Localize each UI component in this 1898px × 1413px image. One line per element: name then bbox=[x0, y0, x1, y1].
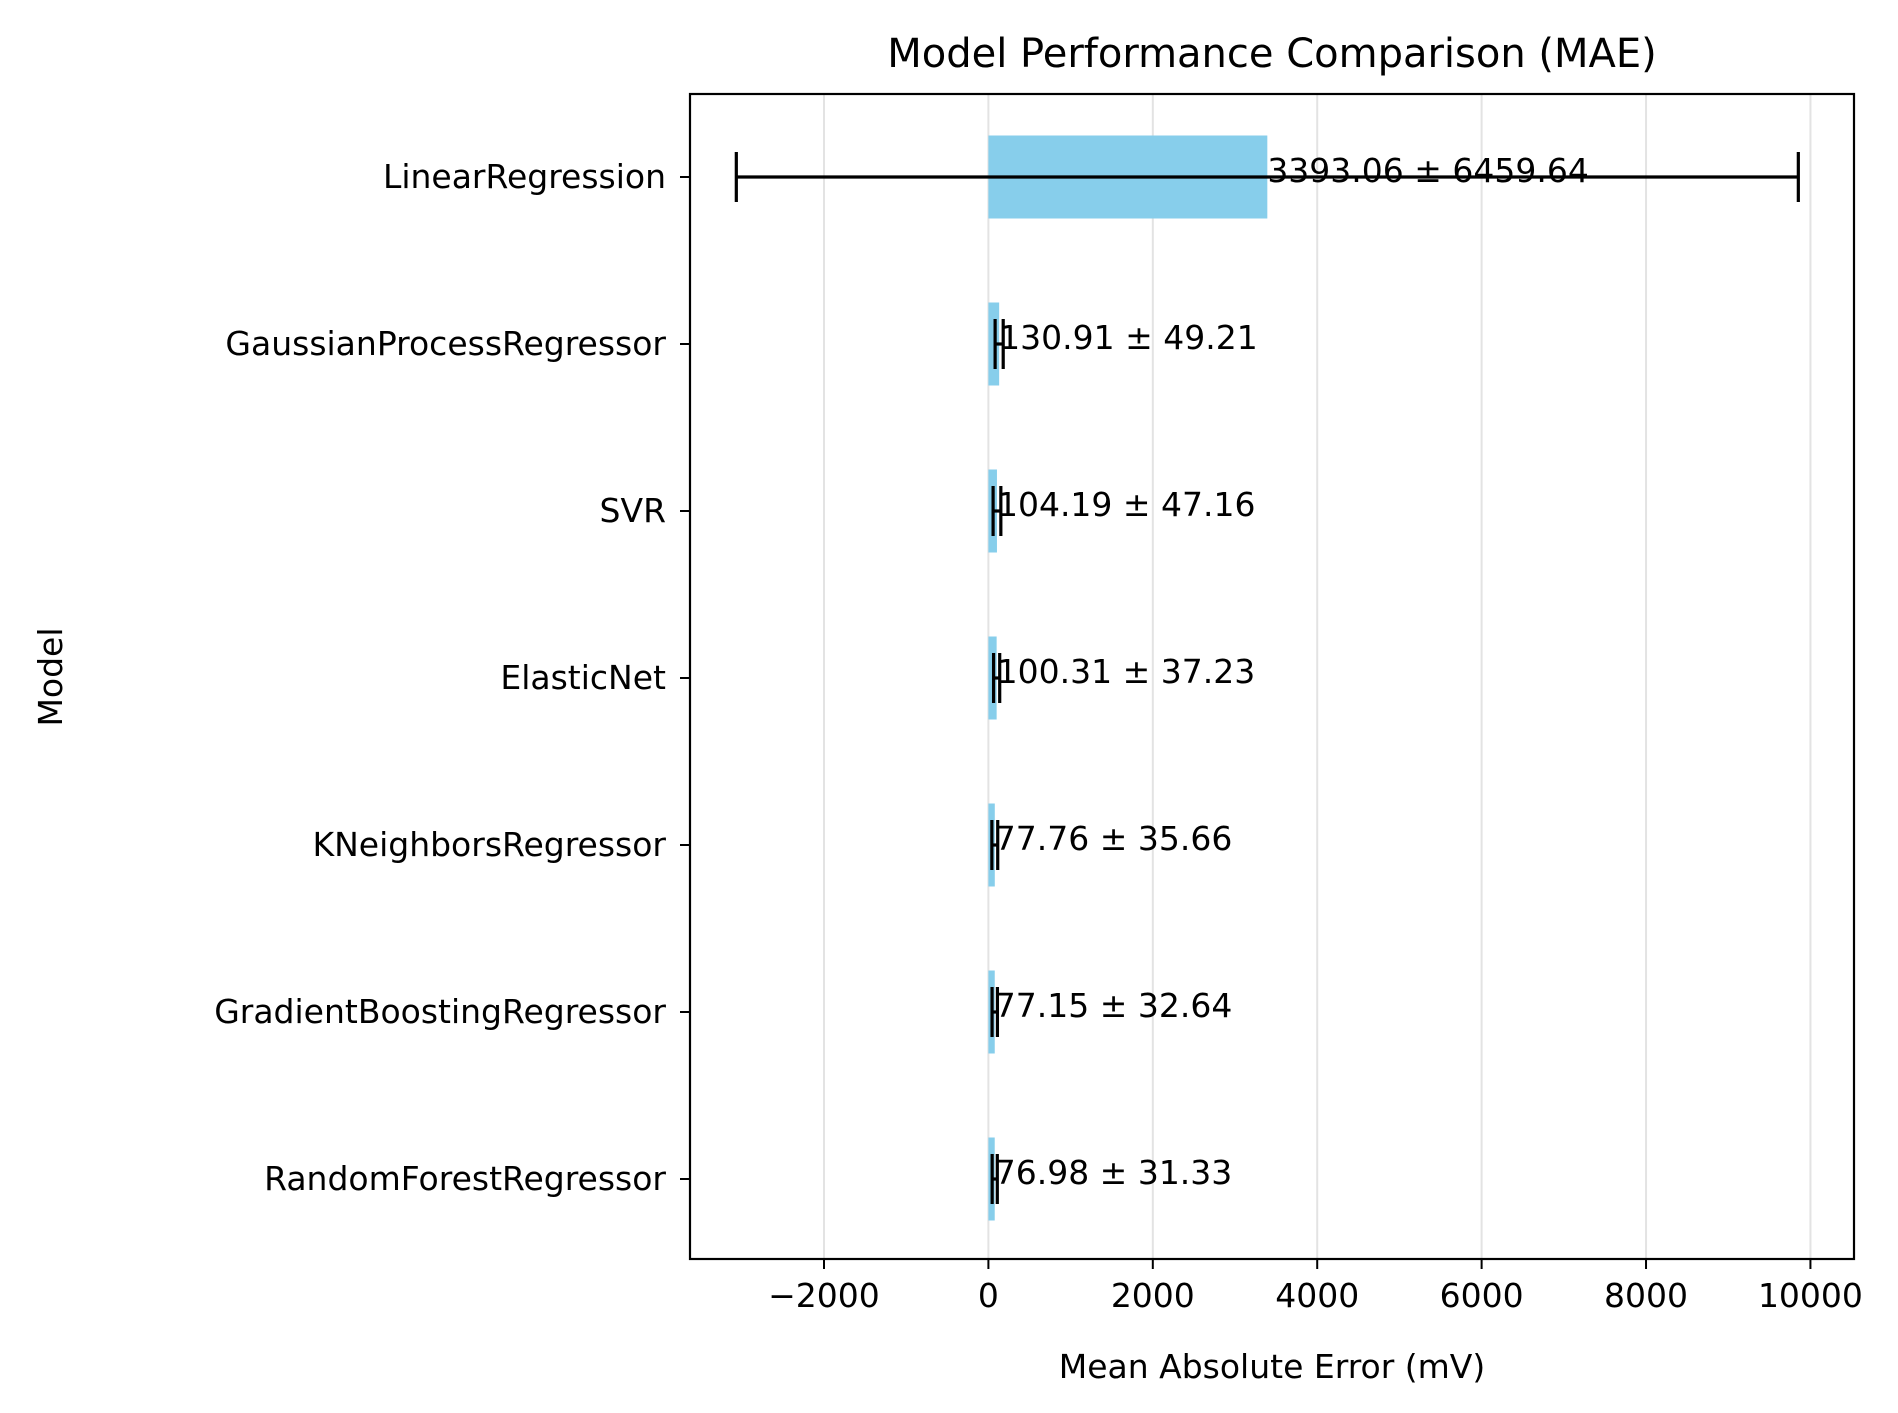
x-tick-label: 0 bbox=[978, 1276, 999, 1315]
error-bars bbox=[734, 152, 1800, 1204]
y-axis-ticks: LinearRegression GaussianProcessRegressor… bbox=[214, 157, 690, 1198]
y-tick-label: ElasticNet bbox=[500, 658, 666, 697]
data-label: 130.91 ± 49.21 bbox=[999, 318, 1258, 357]
x-tick-label: −2000 bbox=[768, 1276, 880, 1315]
y-tick-label: SVR bbox=[600, 491, 666, 530]
x-tick-label: 8000 bbox=[1604, 1276, 1688, 1315]
y-tick-label: LinearRegression bbox=[383, 157, 666, 196]
data-labels: 3393.06 ± 6459.64 130.91 ± 49.21 104.19 ± … bbox=[995, 151, 1589, 1192]
data-label: 76.98 ± 31.33 bbox=[995, 1153, 1233, 1192]
y-axis-label: Model bbox=[31, 627, 70, 726]
y-tick-label: GaussianProcessRegressor bbox=[225, 324, 666, 363]
data-label: 77.76 ± 35.66 bbox=[995, 819, 1233, 858]
chart-title: Model Performance Comparison (MAE) bbox=[887, 31, 1657, 77]
x-tick-label: 10000 bbox=[1758, 1276, 1863, 1315]
data-label: 100.31 ± 37.23 bbox=[997, 652, 1256, 691]
data-label: 3393.06 ± 6459.64 bbox=[1267, 151, 1589, 190]
y-tick-label: GradientBoostingRegressor bbox=[214, 992, 666, 1031]
x-tick-label: 4000 bbox=[1275, 1276, 1359, 1315]
x-axis-ticks: −2000 0 2000 4000 6000 8000 10000 bbox=[768, 1259, 1863, 1315]
x-axis-label: Mean Absolute Error (mV) bbox=[1059, 1347, 1486, 1386]
data-label: 77.15 ± 32.64 bbox=[995, 986, 1233, 1025]
y-tick-label: RandomForestRegressor bbox=[264, 1159, 666, 1198]
x-tick-label: 6000 bbox=[1440, 1276, 1524, 1315]
x-tick-label: 2000 bbox=[1111, 1276, 1195, 1315]
data-label: 104.19 ± 47.16 bbox=[997, 485, 1256, 524]
y-tick-label: KNeighborsRegressor bbox=[312, 825, 666, 864]
plot-frame bbox=[688, 92, 1856, 1261]
